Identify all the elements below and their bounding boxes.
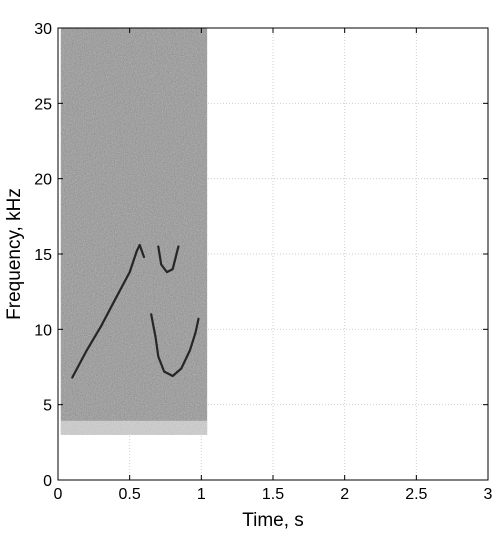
spectrogram-traces bbox=[71, 243, 200, 379]
x-tick-label-0: 0 bbox=[54, 486, 63, 503]
noise-lower-fade bbox=[60, 420, 208, 435]
x-tick-label-4: 2 bbox=[340, 486, 349, 503]
x-tick-label-2: 1 bbox=[197, 486, 206, 503]
x-tick-label-1: 0.5 bbox=[119, 486, 141, 503]
noise-texture bbox=[60, 28, 208, 435]
y-tick-label-2: 10 bbox=[34, 322, 52, 339]
y-tick-label-0: 0 bbox=[43, 473, 52, 490]
y-axis-label: Frequency, kHz bbox=[4, 188, 25, 320]
trace-0 bbox=[71, 243, 146, 379]
y-tick-label-3: 15 bbox=[34, 247, 52, 264]
trace-2 bbox=[157, 245, 180, 274]
x-tick-label-3: 1.5 bbox=[262, 486, 284, 503]
x-axis-label: Time, s bbox=[242, 510, 304, 531]
spectrogram-noise-region bbox=[60, 28, 208, 435]
y-tick-label-5: 25 bbox=[34, 96, 52, 113]
y-tick-label-1: 5 bbox=[43, 398, 52, 415]
y-tick-label-6: 30 bbox=[34, 21, 52, 38]
y-tick-label-4: 20 bbox=[34, 172, 52, 189]
x-tick-label-6: 3 bbox=[484, 486, 493, 503]
x-axis-ticks: 0 0.5 1 1.5 2 2.5 3 bbox=[54, 28, 493, 503]
y-axis-ticks: 0 5 10 15 20 25 30 bbox=[34, 21, 488, 490]
trace-1 bbox=[150, 313, 200, 378]
x-tick-label-5: 2.5 bbox=[405, 486, 427, 503]
